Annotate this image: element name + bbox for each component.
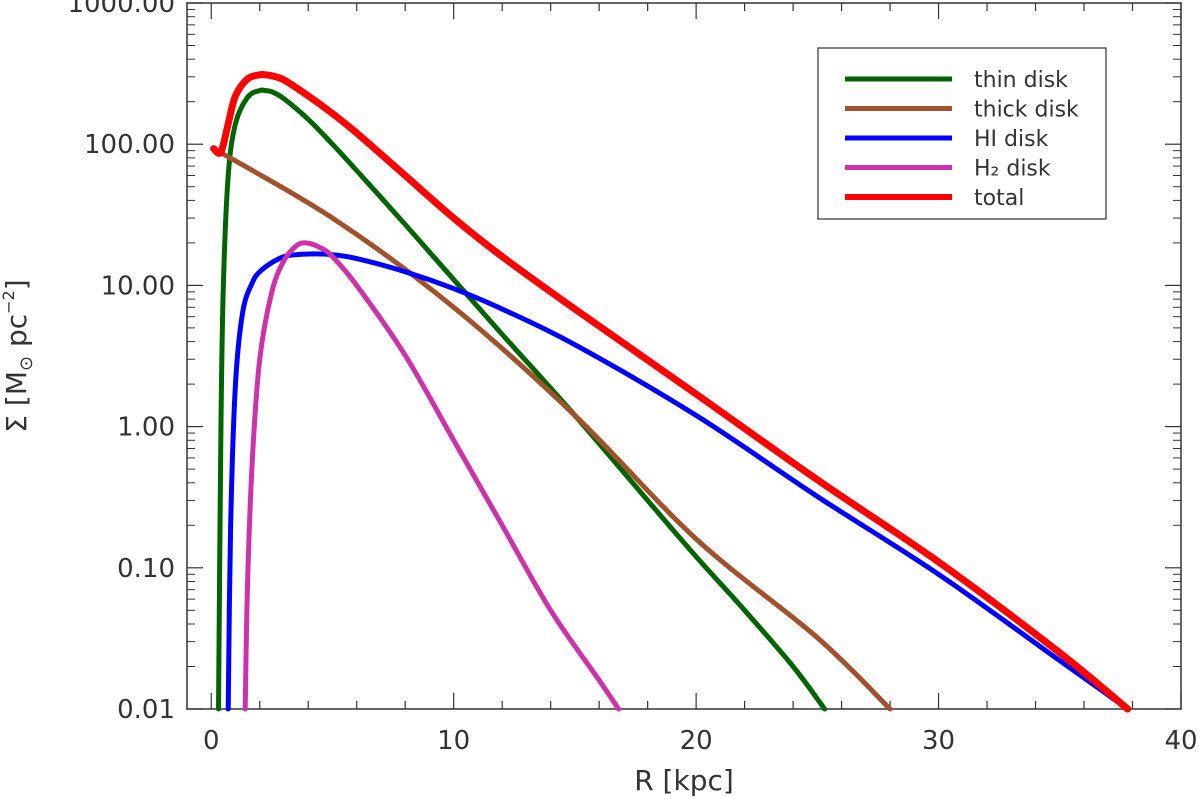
y-tick-label: 0.01 — [117, 695, 175, 725]
x-tick-label: 40 — [1164, 726, 1197, 756]
series-line-h-disk — [242, 240, 622, 712]
series-line-thick-disk — [211, 146, 893, 712]
legend-label: H₂ disk — [974, 157, 1051, 182]
legend-label: total — [974, 186, 1024, 211]
series-line-thin-disk — [216, 87, 828, 712]
x-tick-label: 0 — [203, 726, 220, 756]
y-tick-label: 100.00 — [84, 130, 175, 160]
y-tick-label: 10.00 — [101, 271, 175, 301]
y-tick-label: 1000.00 — [67, 0, 175, 19]
y-tick-label: 0.10 — [117, 554, 175, 584]
x-tick-label: 10 — [437, 726, 470, 756]
legend: thin disk thick disk HI disk H₂ disk total — [817, 47, 1107, 220]
legend-label: thick disk — [974, 98, 1079, 123]
y-tick-label: 1.00 — [117, 413, 175, 443]
legend-label: HI disk — [974, 127, 1049, 152]
x-tick-label: 30 — [922, 726, 955, 756]
plot-frame — [186, 2, 1182, 710]
series-lines — [210, 70, 1132, 713]
x-tick-label: 20 — [680, 726, 713, 756]
x-axis-label: R [kpc] — [634, 764, 734, 797]
series-line-hi-disk — [225, 251, 1131, 712]
y-axis-label: Σ [M⊙ pc−2] — [0, 279, 37, 432]
series-line-total — [210, 70, 1132, 713]
legend-label: thin disk — [974, 68, 1068, 93]
